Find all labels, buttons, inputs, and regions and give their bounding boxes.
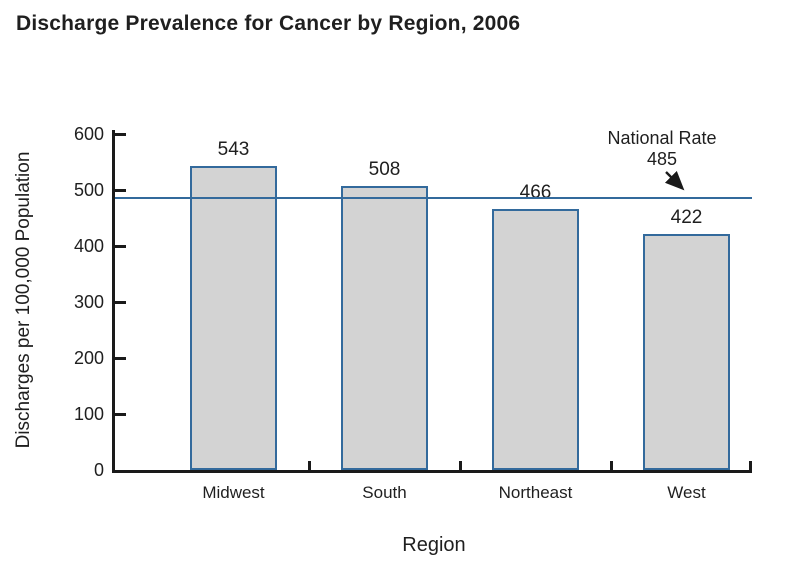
plot-area [112,130,752,473]
x-category-label: West [667,483,706,502]
x-axis-tick [609,461,613,470]
y-axis-tick [115,300,126,304]
y-tick-label: 100 [73,403,104,424]
x-axis-tick [307,461,311,470]
x-category-label: South [362,483,407,502]
x-axis-end-tick [749,461,752,470]
national-rate-line [115,197,752,200]
y-tick-label: 300 [73,291,104,312]
y-axis-tick [115,356,126,360]
reference-line-value: 485 [646,149,678,169]
x-category-label: Northeast [498,483,573,502]
x-axis-title: Region [402,534,466,556]
y-axis-tick [115,412,126,416]
y-axis-title: Discharges per 100,000 Population [13,151,34,449]
bar-west [643,233,730,470]
x-axis-tick [458,461,462,470]
bar-midwest [190,165,277,470]
y-tick-label: 400 [73,235,104,256]
y-tick-label: 600 [73,123,104,144]
y-tick-label: 0 [93,459,104,480]
reference-line-label: National Rate 485 [592,128,732,170]
y-tick-label: 500 [73,179,104,200]
x-category-label: Midwest [202,483,265,502]
bar-south [341,185,428,470]
chart-title: Discharge Prevalence for Cancer by Regio… [16,12,521,35]
bar-value-label: 466 [519,182,552,204]
y-axis-tick [115,132,126,136]
reference-arrow-icon [664,170,685,191]
bar-value-label: 543 [217,138,250,160]
reference-line-label-text: National Rate [607,128,717,148]
y-tick-label: 200 [73,347,104,368]
y-axis-tick [115,188,126,192]
bar-value-label: 508 [368,158,401,180]
bar-value-label: 422 [670,206,703,228]
bar-northeast [492,209,579,470]
y-axis-tick [115,244,126,248]
